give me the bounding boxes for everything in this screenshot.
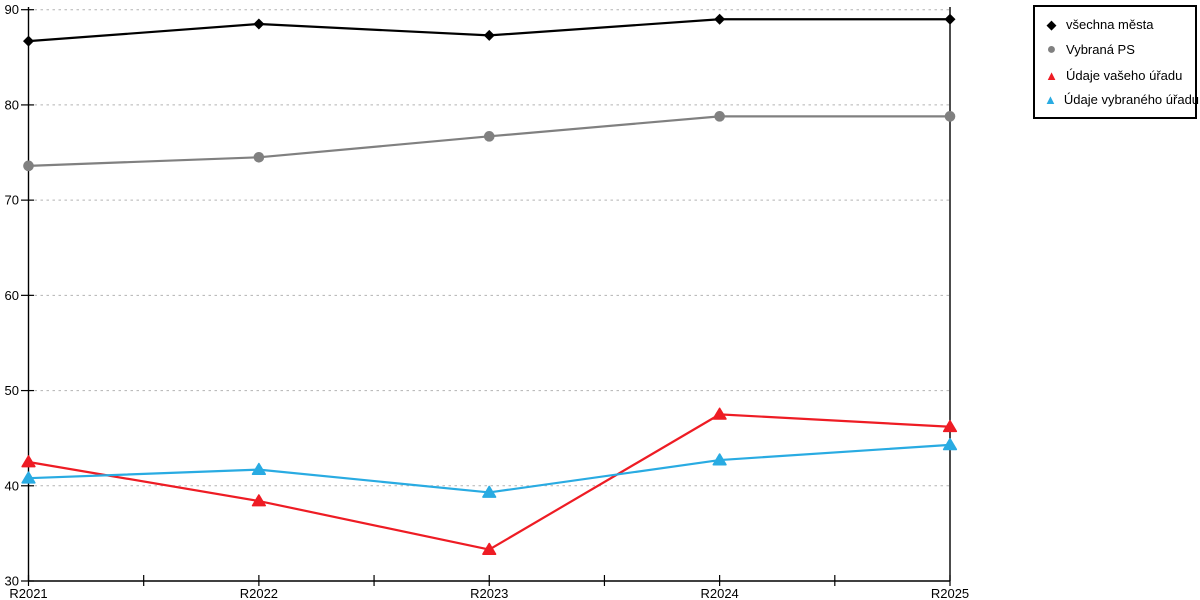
series-0-marker-R2021 [23, 35, 34, 47]
y-tick-label-50: 50 [5, 383, 19, 398]
legend-label: Vybraná PS [1066, 42, 1135, 58]
series-0-marker-R2024 [714, 13, 726, 25]
legend-triangle-icon: ▲ [1045, 68, 1058, 84]
legend-triangle-icon: ▲ [1044, 92, 1057, 108]
series-2-marker-R2023 [482, 542, 497, 555]
series-2-marker-R2021 [21, 455, 36, 468]
legend-item-3: ▲ Údaje vybraného úřadu [1044, 92, 1199, 108]
legend-item-1: ● Vybraná PS [1044, 40, 1191, 58]
series-3-marker-R2024 [712, 453, 727, 466]
series-0-marker-R2023 [483, 29, 495, 41]
y-tick-label-60: 60 [5, 288, 19, 303]
legend-label: všechna města [1066, 16, 1154, 32]
x-tick-label-R2021: R2021 [9, 586, 47, 600]
series-3-marker-R2022 [251, 462, 266, 475]
series-1-marker-R2021 [23, 160, 34, 172]
series-2-marker-R2025 [942, 419, 958, 433]
y-tick-label-80: 80 [5, 97, 19, 112]
series-1-marker-R2024 [714, 111, 725, 122]
series-3-marker-R2023 [482, 485, 497, 498]
y-tick-label-30: 30 [5, 574, 19, 589]
legend-diamond-icon: ◆ [1046, 16, 1057, 32]
x-tick-label-R2023: R2023 [470, 586, 508, 600]
series-0-marker-R2025 [944, 13, 956, 25]
legend-circle-icon: ● [1046, 40, 1057, 58]
legend-item-0: ◆ všechna města [1044, 18, 1191, 31]
x-tick-label-R2024: R2024 [700, 586, 738, 600]
y-tick-label-40: 40 [5, 478, 19, 493]
series-1-marker-R2025 [944, 111, 956, 122]
series-3-marker-R2021 [21, 471, 36, 484]
x-tick-label-R2022: R2022 [240, 586, 278, 600]
series-1-marker-R2023 [483, 131, 495, 142]
series-2-marker-R2022 [251, 494, 266, 507]
series-1-marker-R2022 [253, 151, 265, 163]
y-tick-label-70: 70 [5, 193, 19, 208]
series-3-marker-R2025 [942, 438, 958, 451]
x-tick-label-R2025: R2025 [931, 586, 969, 600]
y-tick-label-90: 90 [5, 2, 19, 17]
series-2-marker-R2024 [712, 407, 727, 420]
legend: ◆ všechna města ● Vybraná PS ▲ Údaje vašeho ú… [1033, 5, 1199, 119]
series-line-2 [27, 413, 952, 551]
legend-label: Údaje vašeho úřadu [1066, 68, 1183, 84]
legend-item-2: ▲ Údaje vašeho úřadu [1044, 69, 1191, 82]
series-0-marker-R2022 [253, 18, 265, 30]
legend-label: Údaje vybraného úřadu [1063, 92, 1200, 108]
